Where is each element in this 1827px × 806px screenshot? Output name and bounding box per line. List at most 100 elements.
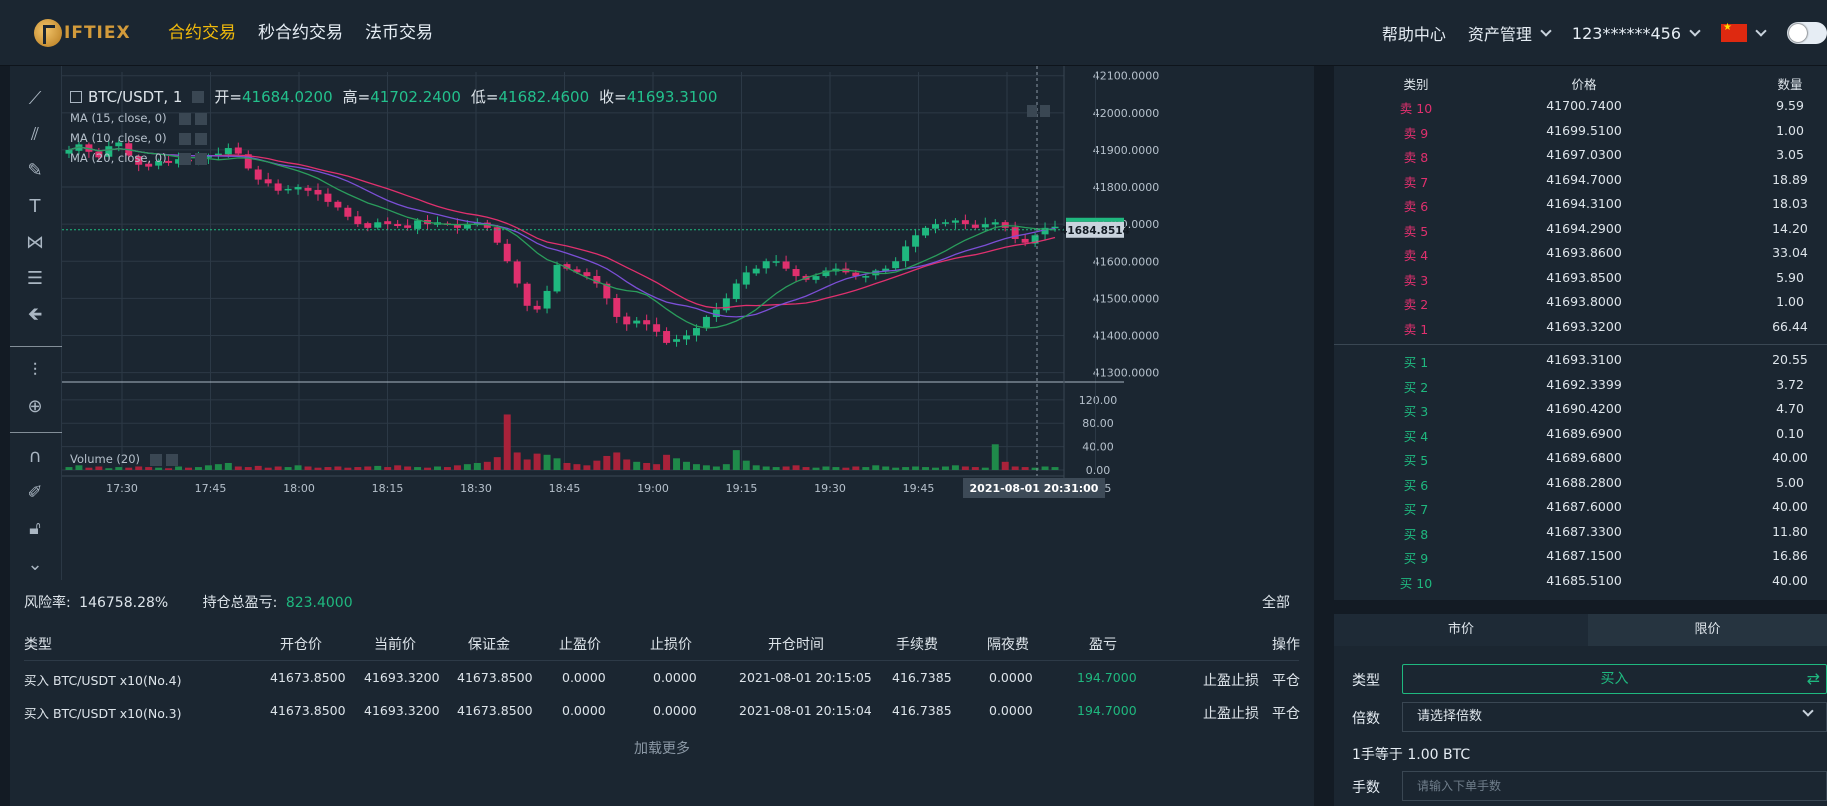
quantity-input[interactable]: [1402, 771, 1827, 801]
tab-limit[interactable]: 限价: [1588, 614, 1827, 646]
ask-row[interactable]: 卖 4 41693.8600 33.04: [1334, 245, 1827, 269]
candle-body: [1051, 226, 1059, 229]
bid-row[interactable]: 买 10 41685.5100 40.00: [1334, 573, 1827, 597]
nav-fiat-trading[interactable]: 法币交易: [365, 23, 433, 43]
tab-market[interactable]: 市价: [1334, 614, 1588, 646]
bid-row[interactable]: 买 5 41689.6800 40.00: [1334, 450, 1827, 474]
ma-10-label: MA (10, close, 0): [70, 131, 207, 145]
bid-row[interactable]: 买 3 41690.4200 4.70: [1334, 401, 1827, 425]
language-selector[interactable]: [1721, 22, 1767, 42]
bid-row[interactable]: 买 4 41689.6900 0.10: [1334, 426, 1827, 450]
brand-logo[interactable]: IFTIEX: [34, 18, 131, 48]
time-tick-label: 17:30: [106, 482, 138, 495]
pos-fee: 416.7385: [892, 670, 952, 685]
back-arrow-icon[interactable]: 🡸: [27, 304, 43, 325]
nav-second-contract[interactable]: 秒合约交易: [258, 23, 343, 43]
leverage-select[interactable]: 请选择倍数: [1402, 702, 1827, 732]
volume-bar: [981, 467, 989, 470]
close-icon[interactable]: [194, 152, 207, 165]
volume-bar: [1021, 467, 1029, 470]
price-chart[interactable]: 42100.0000 42000.0000 41900.0000 41800.0000…: [62, 66, 1314, 580]
pattern-tool-icon[interactable]: ⋈: [26, 232, 44, 253]
chevron-down-icon[interactable]: ⌄: [27, 554, 43, 575]
ask-qty: 66.44: [1772, 318, 1808, 334]
collapse-legend-icon[interactable]: [70, 90, 82, 103]
ask-qty: 33.04: [1772, 245, 1808, 260]
brush-tool-icon[interactable]: ✎: [27, 160, 43, 181]
tp-sl-button[interactable]: 止盈止损: [1203, 673, 1259, 689]
bid-row[interactable]: 买 7 41687.6000 40.00: [1334, 499, 1827, 523]
volume-bar: [414, 467, 422, 470]
magnet-icon[interactable]: ∩: [28, 446, 42, 467]
bid-type: 买 4: [1403, 428, 1429, 444]
bid-row[interactable]: 买 1 41693.3100 20.55: [1334, 352, 1827, 376]
theme-toggle[interactable]: [1787, 22, 1827, 44]
bid-row[interactable]: 买 2 41692.3399 3.72: [1334, 377, 1827, 401]
close-position-button[interactable]: 平仓: [1272, 673, 1300, 689]
measure-tool-icon[interactable]: ☰: [26, 268, 44, 289]
volume-bar: [1001, 461, 1009, 470]
candle-body: [523, 283, 531, 306]
ask-row[interactable]: 卖 9 41699.5100 1.00: [1334, 123, 1827, 147]
close-icon[interactable]: [194, 132, 207, 145]
pos-current-price: 41693.3200: [364, 703, 440, 718]
close-icon[interactable]: [194, 112, 207, 125]
ask-row[interactable]: 卖 2 41693.8000 1.00: [1334, 294, 1827, 318]
volume-label: Volume (20): [70, 452, 179, 466]
pnl-value: 823.4000: [285, 595, 353, 611]
volume-bar: [932, 467, 939, 470]
buy-button-label: 买入: [1600, 671, 1629, 687]
ask-row[interactable]: 卖 5 41694.2900 14.20: [1334, 221, 1827, 245]
leverage-placeholder: 请选择倍数: [1417, 709, 1483, 724]
ask-row[interactable]: 卖 10 41700.7400 9.59: [1334, 98, 1827, 122]
bid-row[interactable]: 买 9 41687.1500 16.86: [1334, 548, 1827, 572]
bid-row[interactable]: 买 6 41688.2800 5.00: [1334, 475, 1827, 499]
candle-body: [882, 268, 890, 272]
asset-management-menu[interactable]: 资产管理: [1468, 21, 1552, 45]
settings-icon[interactable]: [192, 90, 205, 103]
settings-icon[interactable]: [178, 112, 191, 125]
volume-bar: [722, 464, 730, 470]
candle-body: [673, 339, 681, 342]
candle-body: [115, 142, 123, 147]
text-tool-icon[interactable]: T: [29, 196, 41, 217]
volume-bar: [404, 466, 412, 470]
ask-row[interactable]: 卖 6 41694.3100 18.03: [1334, 196, 1827, 220]
close-position-button[interactable]: 平仓: [1272, 706, 1300, 722]
volume-bar: [533, 453, 541, 470]
candle-body: [364, 223, 372, 228]
bid-type: 买 6: [1403, 477, 1429, 493]
volume-bar: [623, 459, 631, 470]
settings-icon[interactable]: [178, 152, 191, 165]
close-icon[interactable]: [166, 453, 179, 466]
ask-row[interactable]: 卖 7 41694.7000 18.89: [1334, 172, 1827, 196]
ask-row[interactable]: 卖 1 41693.3200 66.44: [1334, 319, 1827, 343]
settings-icon[interactable]: [150, 453, 163, 466]
load-more-button[interactable]: 加载更多: [634, 741, 690, 757]
crosshair-time-label: 2021-08-01 20:31:00: [970, 482, 1099, 495]
account-menu[interactable]: 123******456: [1572, 24, 1701, 43]
volume-bar: [135, 466, 143, 470]
nav-contract-trading[interactable]: 合约交易: [168, 23, 236, 43]
tp-sl-button[interactable]: 止盈止损: [1203, 706, 1259, 722]
volume-bar: [762, 466, 770, 470]
ask-price: 41697.0300: [1546, 147, 1622, 162]
ask-row[interactable]: 卖 8 41697.0300 3.05: [1334, 147, 1827, 171]
pos-pnl: 194.7000: [1077, 703, 1137, 718]
swap-icon[interactable]: ⇄: [1806, 669, 1820, 688]
buy-button[interactable]: 买入 ⇄: [1402, 664, 1827, 694]
table-divider: [24, 660, 1299, 661]
bid-row[interactable]: 买 8 41687.3300 11.80: [1334, 524, 1827, 548]
zoom-in-icon[interactable]: ⊕: [27, 396, 43, 417]
volume-bar: [593, 460, 601, 470]
fib-tool-icon[interactable]: ⫽: [30, 124, 40, 145]
settings-icon[interactable]: [178, 132, 191, 145]
candle-body: [453, 224, 461, 228]
unlock-icon[interactable]: 🔓︎: [29, 518, 41, 539]
trend-line-tool-icon[interactable]: ⟋: [28, 88, 42, 109]
all-filter-button[interactable]: 全部: [1262, 595, 1290, 611]
help-center-link[interactable]: 帮助中心: [1382, 21, 1446, 45]
lock-drawing-icon[interactable]: ✐: [27, 482, 43, 503]
ask-row[interactable]: 卖 3 41693.8500 5.90: [1334, 270, 1827, 294]
indicators-tool-icon[interactable]: ⫶: [32, 360, 38, 381]
